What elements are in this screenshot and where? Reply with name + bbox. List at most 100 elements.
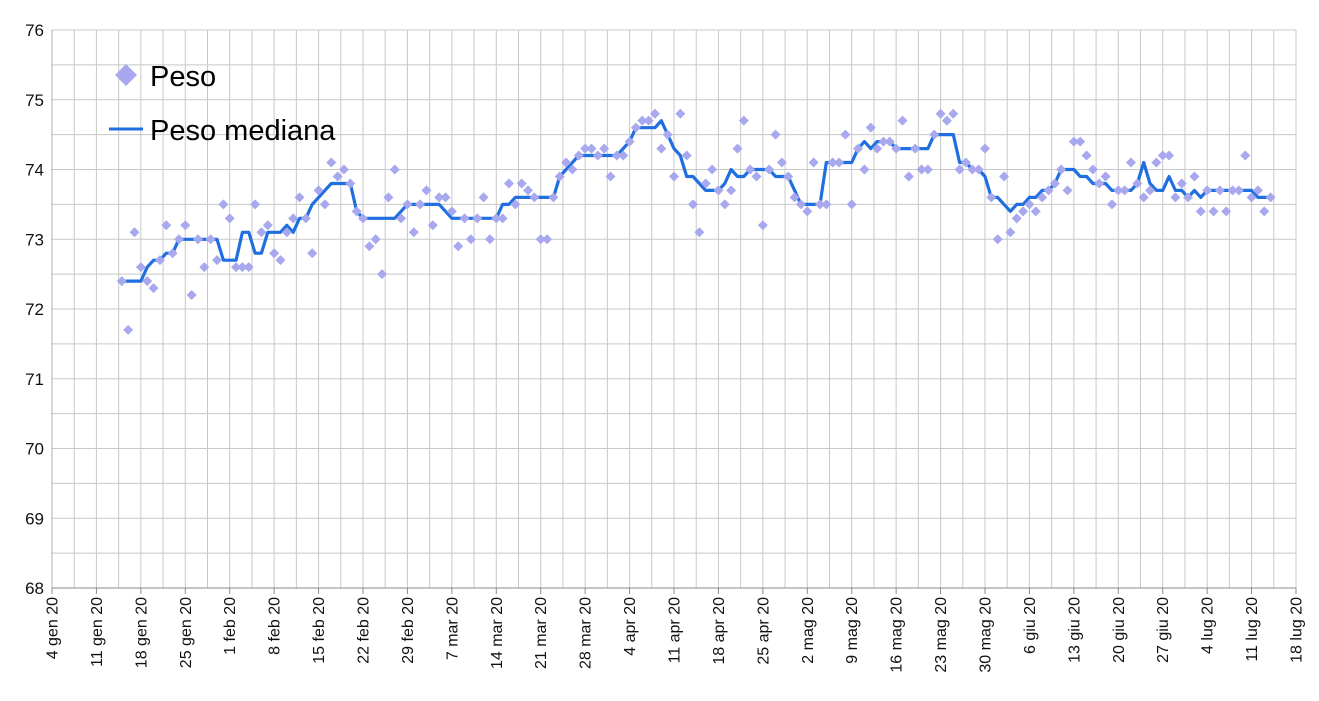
data-point-peso: [288, 213, 299, 224]
data-point-peso: [637, 115, 648, 126]
data-point-peso: [1125, 157, 1136, 168]
data-point-peso: [358, 213, 368, 224]
data-point-peso: [465, 234, 476, 245]
data-point-peso: [834, 157, 845, 168]
data-point-peso: [326, 157, 337, 168]
x-tick-label: 13 giu 20: [1066, 597, 1083, 663]
data-point-peso: [630, 122, 641, 133]
data-point-peso: [1138, 192, 1149, 203]
data-point-peso: [440, 192, 451, 203]
x-tick-label: 25 apr 20: [755, 597, 772, 665]
data-point-peso: [916, 164, 927, 175]
data-point-peso: [1062, 185, 1073, 196]
data-point-peso: [618, 150, 629, 161]
data-point-peso: [1170, 192, 1181, 203]
data-point-peso: [1005, 227, 1016, 238]
x-tick-label: 22 feb 20: [356, 597, 373, 664]
data-point-peso: [548, 192, 559, 203]
data-point-peso: [624, 136, 635, 147]
x-tick-label: 20 giu 20: [1111, 597, 1128, 663]
data-point-peso: [262, 220, 273, 231]
y-tick-label: 71: [25, 370, 44, 389]
data-point-peso: [1132, 178, 1143, 189]
x-tick-label: 11 gen 20: [89, 597, 106, 667]
data-point-peso: [1145, 185, 1156, 196]
data-point-peso: [516, 178, 527, 189]
x-tick-label: 29 feb 20: [400, 597, 417, 664]
data-point-peso: [338, 164, 349, 175]
data-point-peso: [700, 178, 711, 189]
data-point-peso: [922, 164, 933, 175]
data-point-peso: [770, 129, 781, 140]
legend-item-peso: Peso: [115, 61, 216, 93]
data-point-peso: [1183, 192, 1194, 203]
data-point-peso: [351, 206, 362, 217]
data-point-peso: [764, 164, 775, 175]
series-peso-mediana: [120, 119, 1273, 283]
data-point-peso: [903, 171, 914, 182]
x-tick-label: 18 lug 20: [1289, 597, 1306, 663]
data-point-peso: [757, 220, 768, 231]
data-point-peso: [992, 234, 1003, 245]
data-point-peso: [1049, 178, 1060, 189]
x-tick-label: 11 lug 20: [1244, 597, 1261, 662]
data-point-peso: [707, 164, 718, 175]
data-point-peso: [688, 199, 699, 210]
data-point-peso: [1259, 206, 1270, 217]
y-tick-label: 68: [25, 579, 44, 598]
data-point-peso: [954, 164, 965, 175]
data-point-peso: [719, 199, 730, 210]
y-tick-label: 75: [25, 91, 44, 110]
data-point-peso: [973, 164, 984, 175]
data-point-peso: [567, 164, 578, 175]
x-tick-label: 14 mar 20: [489, 597, 506, 669]
data-point-peso: [1214, 185, 1225, 196]
data-point-peso: [542, 234, 553, 245]
data-point-peso: [669, 171, 679, 182]
x-tick-label: 25 gen 20: [178, 597, 195, 668]
data-point-peso: [510, 199, 521, 210]
data-point-peso: [580, 143, 591, 154]
x-tick-label: 4 apr 20: [622, 597, 639, 656]
data-point-peso: [891, 143, 902, 154]
data-point-peso: [186, 290, 197, 301]
data-point-peso: [218, 199, 229, 210]
data-point-peso: [751, 171, 762, 182]
series-line-peso-mediana: [120, 119, 1273, 283]
data-point-peso: [135, 262, 146, 273]
data-point-peso: [319, 199, 330, 210]
data-point-peso: [523, 185, 534, 196]
data-point-peso: [161, 220, 172, 231]
data-point-peso: [611, 150, 622, 161]
data-point-peso: [389, 164, 400, 175]
x-tick-label: 28 mar 20: [578, 597, 595, 669]
data-point-peso: [1100, 171, 1111, 182]
legend-label-peso: Peso: [150, 61, 216, 93]
data-point-peso: [313, 185, 324, 196]
data-point-peso: [237, 262, 248, 273]
data-point-peso: [605, 171, 616, 182]
data-point-peso: [1043, 185, 1054, 196]
data-point-peso: [180, 220, 191, 231]
data-point-peso: [307, 248, 318, 259]
data-point-peso: [1018, 206, 1029, 217]
data-point-peso: [846, 199, 857, 210]
data-point-peso: [123, 324, 134, 335]
data-point-peso: [694, 227, 705, 238]
data-point-peso: [726, 185, 737, 196]
data-point-peso: [948, 108, 959, 119]
data-point-peso: [1024, 199, 1035, 210]
y-tick-label: 76: [25, 21, 44, 40]
data-point-peso: [821, 199, 832, 210]
data-point-peso: [243, 262, 254, 273]
data-point-peso: [1195, 206, 1206, 217]
data-point-peso: [865, 122, 876, 133]
data-point-peso: [592, 150, 603, 161]
data-point-peso: [910, 143, 921, 154]
data-point-peso: [173, 234, 184, 245]
data-point-peso: [535, 234, 546, 245]
data-point-peso: [1221, 206, 1232, 217]
data-point-peso: [1056, 164, 1067, 175]
y-tick-label: 74: [25, 161, 44, 180]
